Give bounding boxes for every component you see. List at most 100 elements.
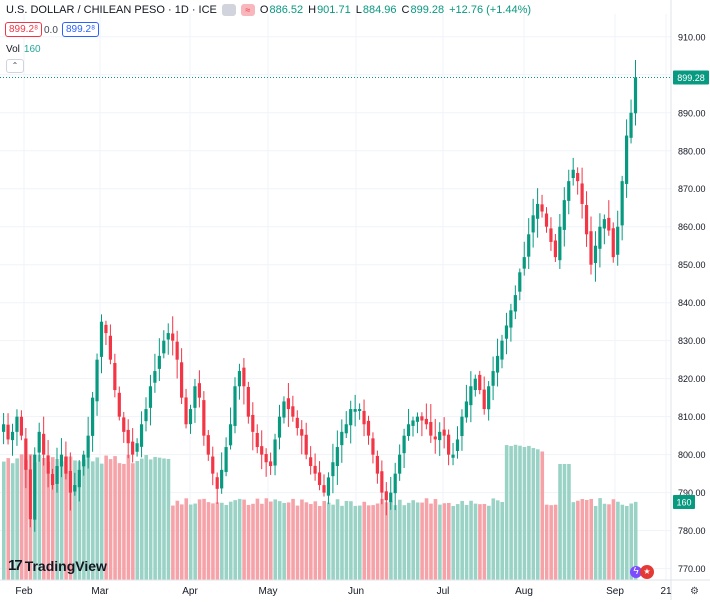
us-flag-icon[interactable]: ★: [640, 565, 654, 579]
candle-body: [175, 341, 179, 360]
volume-bar: [304, 502, 309, 580]
candle-body: [86, 435, 90, 458]
lightning-icon[interactable]: ϟ: [630, 566, 642, 578]
volume-bar: [264, 498, 269, 580]
candle-body: [531, 215, 535, 233]
volume-bar: [593, 505, 598, 580]
candle-body: [50, 474, 55, 486]
candle-body: [447, 434, 451, 455]
candle-body: [237, 371, 242, 387]
high-value: 901.71: [317, 4, 351, 16]
candle-body: [442, 429, 446, 436]
volume-bar: [495, 500, 500, 580]
volume-bar: [415, 502, 420, 580]
candle-body: [549, 228, 553, 242]
candle-body: [202, 400, 206, 436]
y-tick-label: 870.00: [678, 184, 706, 194]
candle-body: [380, 471, 384, 493]
open-value: 886.52: [269, 4, 304, 16]
sell-button[interactable]: 899.2⁸: [5, 22, 43, 37]
candle-body: [260, 446, 264, 455]
candle-body: [126, 429, 130, 444]
volume-bar: [598, 498, 602, 580]
candles: [2, 60, 638, 532]
volume-bar: [353, 505, 358, 580]
volume-bar: [273, 499, 278, 580]
candle-body: [113, 362, 117, 391]
volume-badge: [673, 495, 695, 509]
close-value: 899.28: [410, 4, 445, 16]
candle-body: [433, 436, 437, 440]
volume-bar: [358, 505, 362, 580]
volume-bar: [2, 461, 6, 580]
volume-bar: [469, 500, 473, 580]
candle-body: [384, 491, 388, 501]
candle-body: [64, 456, 68, 474]
legend: U.S. DOLLAR / CHILEAN PESO · 1D · ICE ≈ …: [6, 4, 531, 16]
candle-body: [246, 386, 250, 417]
volume-bar: [478, 504, 482, 580]
buy-button[interactable]: 899.2⁸: [62, 22, 100, 37]
candle-body: [620, 181, 624, 226]
x-tick-label: Jul: [437, 586, 450, 597]
volume-bar: [50, 457, 55, 580]
candle-body: [59, 454, 64, 467]
volume-bar: [202, 498, 206, 580]
candle-body: [518, 272, 522, 292]
candle-body: [28, 469, 32, 520]
candle-body: [10, 431, 15, 441]
candle-body: [420, 416, 424, 421]
volume-bar: [224, 504, 229, 580]
volume-bar: [580, 499, 585, 580]
candle-body: [91, 397, 95, 436]
candle-body: [144, 409, 148, 422]
candle-body: [576, 173, 580, 182]
x-tick-label: Feb: [15, 586, 33, 597]
candle-body: [77, 469, 81, 488]
symbol-title[interactable]: U.S. DOLLAR / CHILEAN PESO · 1D · ICE: [6, 4, 217, 16]
volume-bar: [424, 498, 429, 580]
volume-bar: [549, 505, 553, 580]
volume-bar: [197, 499, 202, 580]
price-axis[interactable]: 770.00 780.00 790.00 800.00 810.00 820.00 830.…: [670, 0, 709, 600]
candle-body: [406, 424, 411, 437]
volume-bar: [206, 502, 211, 580]
volume-badge-label: 160: [676, 498, 691, 508]
candle-body: [438, 431, 442, 441]
volume-bar: [531, 448, 536, 580]
volume-bar: [491, 498, 496, 580]
volume-bar: [309, 504, 313, 580]
volume-bar: [326, 502, 331, 580]
volume-bar: [19, 454, 24, 580]
tradingview-logo[interactable]: 17 TradingView: [8, 557, 107, 574]
volume-bar: [442, 503, 447, 580]
volume-bar: [188, 504, 193, 580]
volume-bar: [220, 502, 224, 580]
y-tick-label: 850.00: [678, 260, 706, 270]
candle-body: [33, 454, 37, 520]
visibility-toggle-icon[interactable]: [221, 4, 236, 16]
candle-body: [424, 418, 428, 425]
y-tick-label: 840.00: [678, 298, 706, 308]
collapse-icon[interactable]: ⌃: [6, 59, 24, 73]
volume-bar: [300, 499, 304, 580]
volume-bar: [122, 463, 126, 580]
volume-bar: [380, 498, 384, 580]
volume-bar: [522, 446, 527, 580]
time-axis[interactable]: Feb Mar Apr May Jun Jul Aug Sep 21: [0, 579, 710, 597]
close-label: C: [401, 4, 410, 16]
volume-bar: [629, 503, 634, 580]
data-status-icon[interactable]: ≈: [240, 4, 255, 16]
volume-label: Vol: [6, 44, 20, 55]
candle-body: [460, 416, 464, 437]
change-value: +12.76 (+1.44%): [449, 4, 532, 16]
volume-bar: [99, 463, 104, 580]
candle-body: [536, 203, 540, 219]
candle-body: [233, 386, 237, 426]
candle-body: [602, 219, 606, 229]
candle-body: [478, 374, 482, 391]
volume-bar: [313, 501, 318, 580]
candle-body: [473, 378, 477, 391]
settings-gear-icon[interactable]: ⚙: [690, 586, 699, 597]
